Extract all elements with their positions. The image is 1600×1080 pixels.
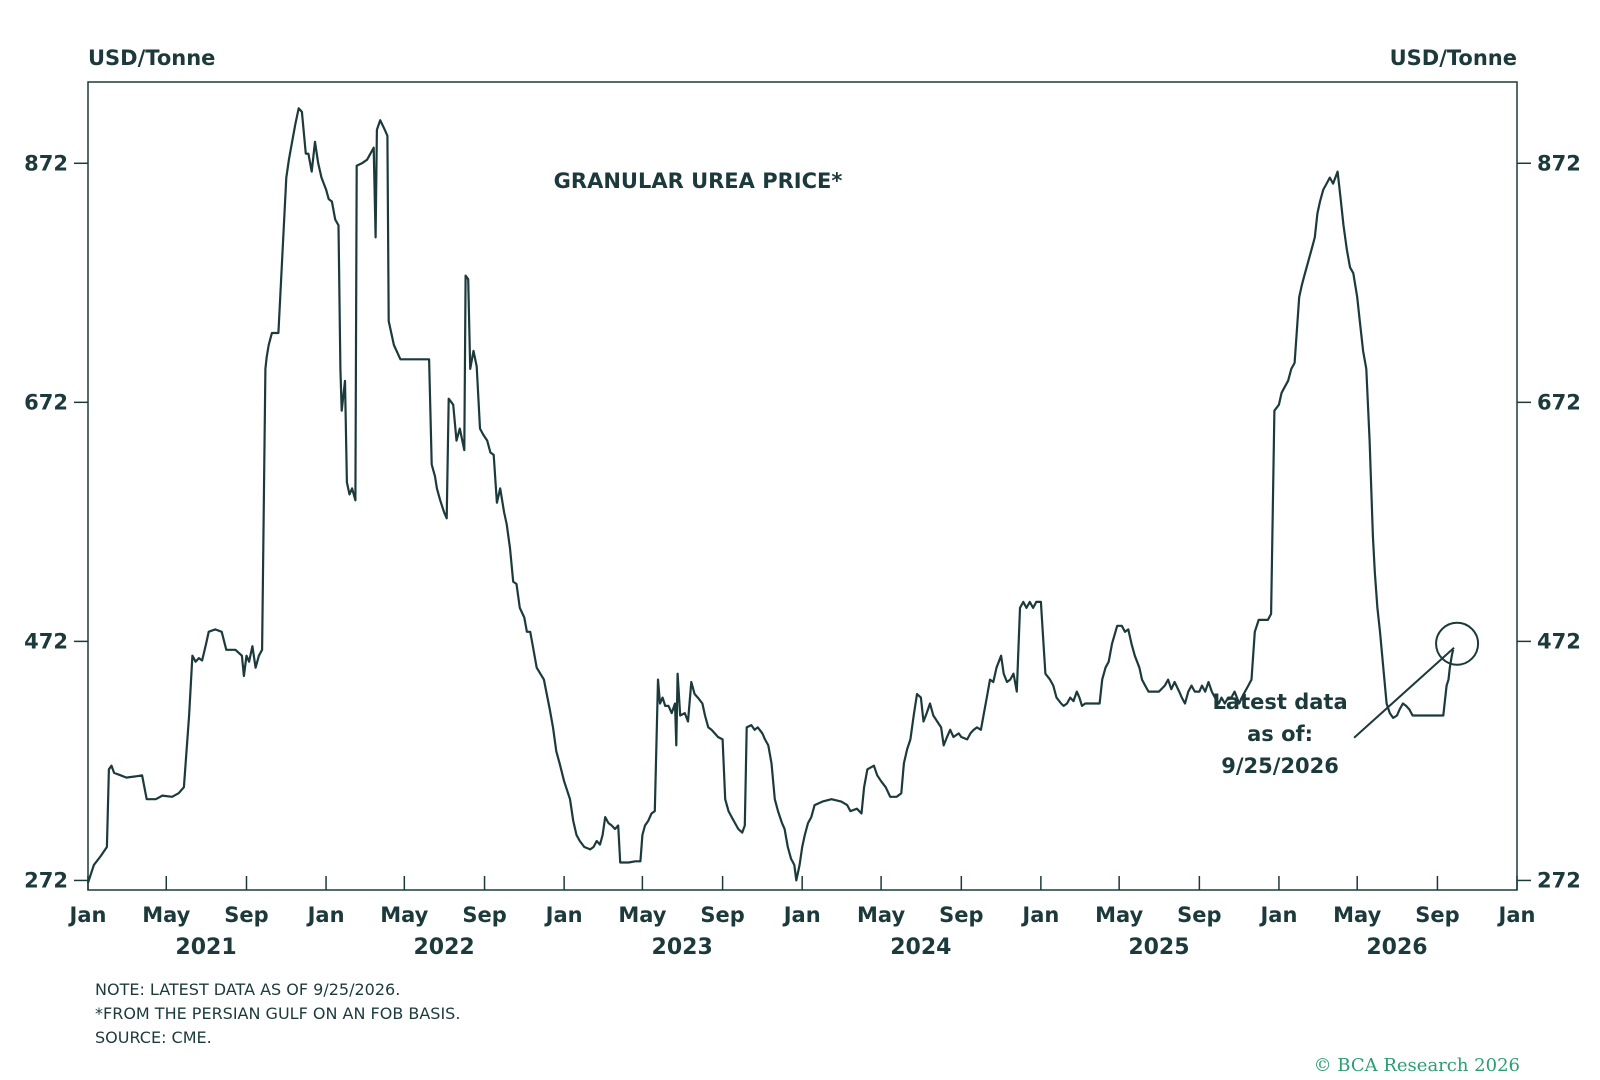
- latest-data-circle: [1435, 621, 1480, 666]
- y-axes: 272 272 472 472 672 672 872 872: [24, 151, 1581, 892]
- y-tick-label-left-272: 272: [24, 868, 68, 892]
- x-tick-label-0: Jan: [68, 903, 107, 927]
- x-tick-label-11: Sep: [939, 903, 983, 927]
- y-tick-label-left-872: 872: [24, 151, 68, 175]
- y-tick-label-right-472: 472: [1537, 629, 1581, 653]
- chart-title: GRANULAR UREA PRICE*: [554, 169, 843, 193]
- x-tick-label-12: Jan: [1020, 903, 1059, 927]
- series-line-urea-price: [86, 107, 1455, 884]
- y-tick-label-right-872: 872: [1537, 151, 1581, 175]
- note-latest-data: NOTE: LATEST DATA AS OF 9/25/2026.: [95, 980, 401, 999]
- x-year-label-2023: 2023: [652, 935, 713, 960]
- latest-data-leader: [1353, 647, 1455, 739]
- x-tick-label-13: May: [1095, 903, 1143, 927]
- x-tick-label-9: Jan: [782, 903, 821, 927]
- y-tick-label-right-272: 272: [1537, 868, 1581, 892]
- x-axis: Jan May Sep Jan May Sep Jan May Sep Jan May Sep Jan M…: [68, 876, 1536, 960]
- x-tick-label-16: May: [1333, 903, 1381, 927]
- note-source: SOURCE: CME.: [95, 1028, 212, 1047]
- x-tick-label-14: Sep: [1177, 903, 1221, 927]
- right-axis-unit: USD/Tonne: [1390, 46, 1517, 70]
- x-tick-label-1: May: [142, 903, 190, 927]
- left-axis-unit: USD/Tonne: [88, 46, 215, 70]
- annotation-line-0: Latest data: [1213, 690, 1348, 714]
- y-tick-label-left-672: 672: [24, 390, 68, 414]
- latest-data-annotation: Latest data as of: 9/25/2026: [1213, 621, 1480, 778]
- x-tick-label-18: Jan: [1497, 903, 1536, 927]
- x-year-label-2025: 2025: [1128, 935, 1189, 960]
- x-tick-label-5: Sep: [462, 903, 506, 927]
- y-tick-label-right-672: 672: [1537, 390, 1581, 414]
- note-persian-gulf: *FROM THE PERSIAN GULF ON AN FOB BASIS.: [95, 1004, 461, 1023]
- x-tick-label-8: Sep: [700, 903, 744, 927]
- x-tick-label-4: May: [380, 903, 428, 927]
- x-tick-label-10: May: [857, 903, 905, 927]
- x-tick-label-7: May: [618, 903, 666, 927]
- x-tick-label-17: Sep: [1415, 903, 1459, 927]
- annotation-line-2: 9/25/2026: [1221, 754, 1339, 778]
- copyright: © BCA Research 2026: [1313, 1055, 1520, 1076]
- x-year-label-2021: 2021: [175, 935, 236, 960]
- x-tick-label-15: Jan: [1258, 903, 1297, 927]
- x-tick-label-2: Sep: [224, 903, 268, 927]
- annotation-line-1: as of:: [1247, 722, 1313, 746]
- x-year-label-2024: 2024: [890, 935, 951, 960]
- footnotes: NOTE: LATEST DATA AS OF 9/25/2026. *FROM…: [95, 978, 460, 1050]
- x-tick-label-3: Jan: [306, 903, 345, 927]
- x-year-label-2026: 2026: [1366, 935, 1427, 960]
- y-tick-label-left-472: 472: [24, 629, 68, 653]
- x-year-label-2022: 2022: [413, 935, 474, 960]
- x-tick-label-6: Jan: [544, 903, 583, 927]
